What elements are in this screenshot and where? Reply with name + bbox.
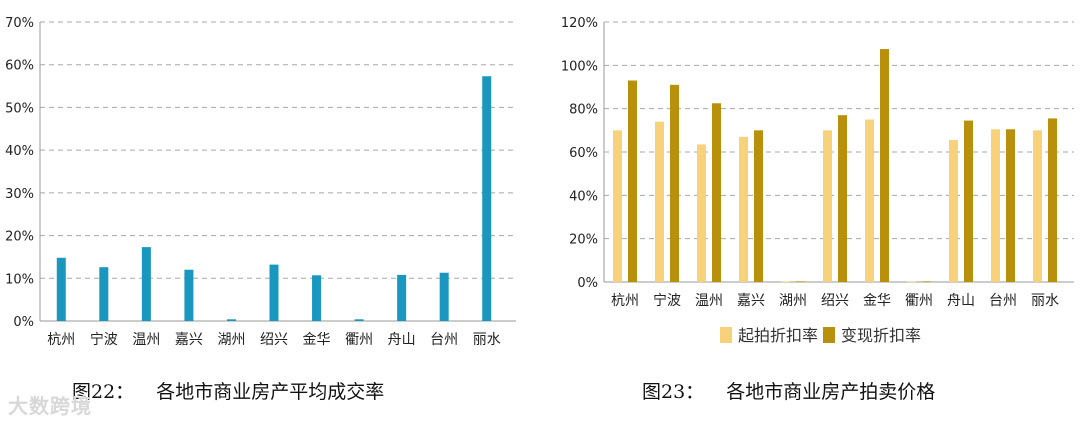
x-tick-label: 衢州	[905, 292, 933, 309]
bar-start-discount	[1033, 130, 1042, 282]
x-tick-label: 台州	[989, 293, 1017, 309]
bar-start-discount	[823, 130, 832, 282]
legend-label: 变现折扣率	[841, 326, 921, 345]
x-tick-label: 杭州	[611, 293, 639, 309]
legend-swatch	[720, 327, 732, 343]
bar	[269, 264, 279, 321]
x-tick-label: 湖州	[217, 332, 245, 348]
bar	[312, 275, 322, 321]
x-tick-label: 温州	[132, 332, 160, 348]
bar-realized-discount	[796, 281, 805, 283]
bar	[141, 247, 151, 321]
caption-figure-23: 图23： 各地市商业房产拍卖价格	[642, 377, 935, 404]
y-tick-label: 40%	[5, 144, 34, 159]
bar-realized-discount	[964, 120, 973, 282]
bar-realized-discount	[1006, 129, 1015, 282]
x-tick-label: 湖州	[779, 293, 807, 309]
y-tick-label: 60%	[569, 146, 598, 161]
y-tick-label: 100%	[561, 59, 598, 74]
bar-realized-discount	[922, 281, 931, 283]
x-tick-label: 绍兴	[821, 293, 849, 309]
chart-auction-price: 0% 20% 40% 60% 80% 100% 120% 杭州 宁波 温州 嘉兴 湖州 绍兴 金华 衢州 舟山…	[561, 16, 1074, 345]
x-tick-label: 嘉兴	[175, 332, 203, 348]
bar	[56, 257, 66, 321]
bar-realized-discount	[670, 84, 679, 282]
bar-realized-discount	[628, 80, 637, 282]
x-tick-label: 杭州	[47, 332, 75, 348]
bar-start-discount	[907, 281, 916, 283]
bar-start-discount	[781, 281, 790, 283]
bar	[439, 272, 449, 321]
x-tick-label: 嘉兴	[737, 293, 765, 309]
bar	[482, 76, 492, 321]
bar-start-discount	[655, 121, 664, 283]
caption-23-text: 各地市商业房产拍卖价格	[726, 381, 936, 403]
y-tick-label: 10%	[5, 272, 34, 287]
y-tick-label: 70%	[5, 16, 34, 31]
watermark-text: 大数跨境	[8, 394, 92, 418]
bar	[226, 319, 236, 321]
watermark-logo: 大数跨境	[8, 390, 92, 419]
bar-realized-discount	[880, 49, 889, 283]
x-tick-label: 丽水	[473, 332, 501, 348]
y-tick-label: 50%	[5, 101, 34, 116]
caption-22-number: 图22：	[72, 381, 135, 403]
y-tick-label: 60%	[5, 59, 34, 74]
y-tick-label: 0%	[577, 276, 598, 291]
bar-start-discount	[865, 119, 874, 282]
y-tick-label: 40%	[569, 189, 598, 204]
bar-start-discount	[991, 129, 1000, 282]
bar-start-discount	[739, 136, 748, 282]
bar	[184, 269, 194, 321]
bar-start-discount	[949, 140, 958, 282]
y-tick-label: 120%	[561, 16, 598, 31]
bar	[99, 267, 109, 321]
x-tick-label: 丽水	[1031, 293, 1059, 309]
x-tick-label: 金华	[303, 332, 331, 348]
bar-start-discount	[697, 144, 706, 282]
bar-start-discount	[613, 130, 622, 282]
caption-23-number: 图23：	[642, 381, 705, 403]
legend-label: 起拍折扣率	[738, 326, 818, 345]
x-tick-label: 舟山	[388, 332, 416, 348]
x-tick-label: 宁波	[90, 331, 118, 348]
bar	[397, 274, 407, 321]
caption-figure-22: 图22： 各地市商业房产平均成交率	[72, 377, 384, 404]
y-tick-label: 30%	[5, 187, 34, 202]
y-tick-label: 20%	[5, 230, 34, 245]
caption-22-text: 各地市商业房产平均成交率	[156, 381, 385, 403]
y-tick-label: 80%	[569, 103, 598, 118]
x-tick-label: 衢州	[345, 331, 373, 348]
x-tick-label: 舟山	[947, 293, 975, 309]
bar-realized-discount	[1048, 118, 1057, 283]
x-tick-label: 台州	[430, 332, 458, 348]
x-tick-label: 宁波	[653, 292, 681, 309]
bar-realized-discount	[838, 115, 847, 283]
bar-realized-discount	[754, 130, 763, 282]
chart-avg-transaction-rate: 0% 10% 20% 30% 40% 50% 60% 70% 杭州 宁波 温州 嘉兴 湖州 绍兴 金华 衢州舟…	[5, 16, 516, 348]
y-tick-label: 0%	[13, 315, 34, 330]
bar	[354, 319, 364, 321]
x-tick-label: 绍兴	[260, 332, 288, 348]
x-tick-label: 金华	[863, 293, 891, 309]
legend-swatch	[823, 327, 835, 343]
x-tick-label: 温州	[695, 293, 723, 309]
bar-realized-discount	[712, 103, 721, 282]
y-tick-label: 20%	[569, 233, 598, 248]
